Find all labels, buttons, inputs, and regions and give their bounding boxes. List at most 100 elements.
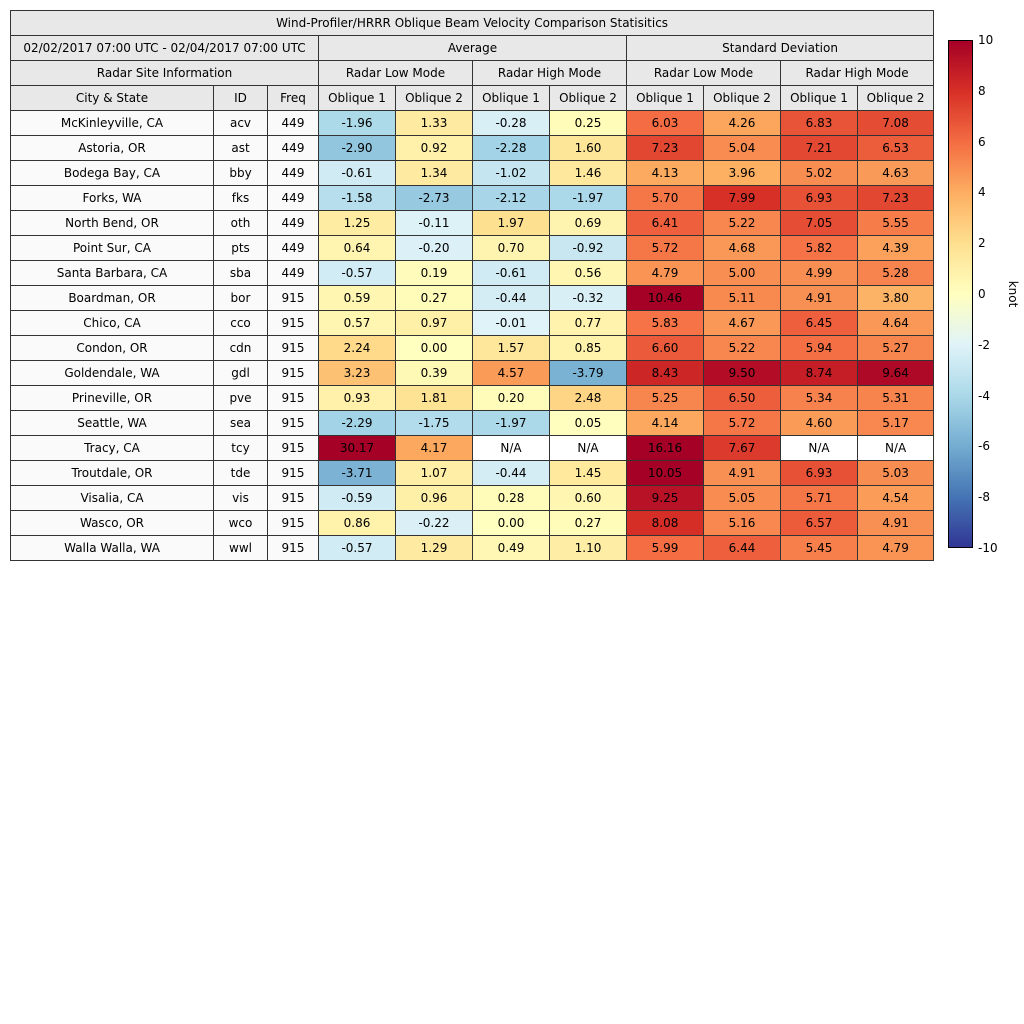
city-state-cell: Walla Walla, WA (10, 535, 214, 561)
value-cell: 1.46 (549, 160, 627, 186)
value-cell: 5.70 (626, 185, 704, 211)
table-row: Santa Barbara, CA sba 449 -0.57 0.19 -0.61 0.5… (10, 260, 935, 286)
freq-cell: 915 (267, 510, 319, 536)
value-cell: 5.16 (703, 510, 781, 536)
city-state-cell: Forks, WA (10, 185, 214, 211)
table-row: Walla Walla, WA wwl 915 -0.57 1.29 0.49 1.10 5.… (10, 535, 935, 561)
site-id-cell: ast (213, 135, 268, 161)
value-cell: 4.14 (626, 410, 704, 436)
freq-cell: 915 (267, 385, 319, 411)
col-header-oblique2: Oblique 2 (856, 85, 935, 111)
value-cell: 0.86 (318, 510, 396, 536)
mode-header-avg-low: Radar Low Mode (318, 60, 473, 86)
colorbar-tick-label: -10 (978, 541, 998, 555)
site-info-header: Radar Site Information (10, 60, 319, 86)
table-row: Forks, WA fks 449 -1.58 -2.73 -2.12 -1.97 5.70 7… (10, 185, 935, 211)
site-id-cell: fks (213, 185, 268, 211)
mode-header-std-low: Radar Low Mode (626, 60, 781, 86)
value-cell: 7.99 (703, 185, 781, 211)
site-id-cell: oth (213, 210, 268, 236)
value-cell: 0.27 (395, 285, 473, 311)
value-cell: 0.56 (549, 260, 627, 286)
value-cell: 4.99 (780, 260, 858, 286)
value-cell: 4.91 (856, 510, 935, 536)
city-state-cell: Astoria, OR (10, 135, 214, 161)
freq-cell: 915 (267, 310, 319, 336)
value-cell: 7.05 (780, 210, 858, 236)
value-cell: 0.00 (472, 510, 550, 536)
value-cell: 4.54 (856, 485, 935, 511)
value-cell: -3.71 (318, 460, 396, 486)
value-cell: 0.25 (549, 110, 627, 136)
site-id-cell: sba (213, 260, 268, 286)
site-id-cell: cco (213, 310, 268, 336)
value-cell: 5.82 (780, 235, 858, 261)
city-state-cell: Seattle, WA (10, 410, 214, 436)
value-cell: -0.57 (318, 535, 396, 561)
value-cell: 0.57 (318, 310, 396, 336)
value-cell: -2.12 (472, 185, 550, 211)
value-cell: 1.25 (318, 210, 396, 236)
city-state-cell: Wasco, OR (10, 510, 214, 536)
site-id-cell: pve (213, 385, 268, 411)
value-cell: 5.22 (703, 210, 781, 236)
value-cell: -1.02 (472, 160, 550, 186)
value-cell: 8.08 (626, 510, 704, 536)
col-header-city-state: City & State (10, 85, 214, 111)
city-state-cell: McKinleyville, CA (10, 110, 214, 136)
value-cell: 0.70 (472, 235, 550, 261)
value-cell: N/A (472, 435, 550, 461)
value-cell: 9.25 (626, 485, 704, 511)
value-cell: -0.01 (472, 310, 550, 336)
mode-header-std-high: Radar High Mode (779, 60, 935, 86)
freq-cell: 915 (267, 460, 319, 486)
freq-cell: 915 (267, 485, 319, 511)
value-cell: 1.07 (395, 460, 473, 486)
value-cell: -1.97 (472, 410, 550, 436)
value-cell: -2.73 (395, 185, 473, 211)
value-cell: -1.75 (395, 410, 473, 436)
freq-cell: 915 (267, 285, 319, 311)
colorbar-tick-label: 2 (978, 236, 986, 251)
value-cell: 5.45 (780, 535, 858, 561)
table-row: Condon, OR cdn 915 2.24 0.00 1.57 0.85 6.60 5.22… (10, 335, 935, 361)
value-cell: 5.72 (626, 235, 704, 261)
value-cell: 4.17 (395, 435, 473, 461)
value-cell: 5.02 (780, 160, 858, 186)
group-header-average: Average (318, 35, 627, 61)
value-cell: 0.97 (395, 310, 473, 336)
value-cell: -0.22 (395, 510, 473, 536)
col-header-oblique2: Oblique 2 (395, 85, 473, 111)
value-cell: -0.61 (472, 260, 550, 286)
value-cell: N/A (856, 435, 935, 461)
value-cell: -0.92 (549, 235, 627, 261)
city-state-cell: Boardman, OR (10, 285, 214, 311)
value-cell: 5.94 (780, 335, 858, 361)
value-cell: 0.27 (549, 510, 627, 536)
value-cell: 0.59 (318, 285, 396, 311)
value-cell: 30.17 (318, 435, 396, 461)
value-cell: 2.24 (318, 335, 396, 361)
freq-cell: 915 (267, 535, 319, 561)
table-row: Tracy, CA tcy 915 30.17 4.17 N/A N/A 16.16 7.67 N… (10, 435, 935, 461)
col-header-oblique1: Oblique 1 (318, 85, 396, 111)
mode-header-row: Radar Site Information Radar Low Mode Ra… (10, 60, 935, 86)
value-cell: 3.80 (856, 285, 935, 311)
freq-cell: 449 (267, 110, 319, 136)
value-cell: -0.20 (395, 235, 473, 261)
value-cell: 8.43 (626, 360, 704, 386)
value-cell: 10.46 (626, 285, 704, 311)
value-cell: 6.03 (626, 110, 704, 136)
value-cell: 4.79 (626, 260, 704, 286)
col-header-id: ID (213, 85, 268, 111)
value-cell: -2.28 (472, 135, 550, 161)
freq-cell: 915 (267, 410, 319, 436)
value-cell: 4.26 (703, 110, 781, 136)
value-cell: 4.79 (856, 535, 935, 561)
value-cell: 4.63 (856, 160, 935, 186)
value-cell: 4.68 (703, 235, 781, 261)
value-cell: 6.44 (703, 535, 781, 561)
table-row: Visalia, CA vis 915 -0.59 0.96 0.28 0.60 9.25 5.… (10, 485, 935, 511)
table-row: Chico, CA cco 915 0.57 0.97 -0.01 0.77 5.83 4.67… (10, 310, 935, 336)
